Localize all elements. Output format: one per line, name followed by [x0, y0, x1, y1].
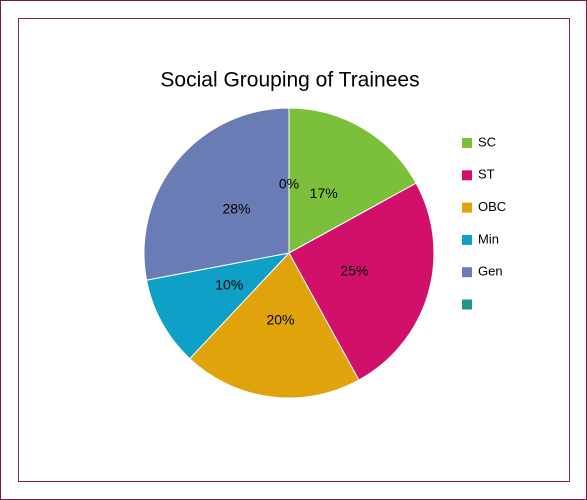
legend-swatch [462, 267, 472, 278]
legend-label: SC [478, 134, 496, 149]
legend-swatch [462, 299, 472, 310]
pie-slice [288, 107, 417, 254]
pie-slice [189, 252, 360, 399]
data-label: 20% [266, 311, 294, 327]
legend-swatch [462, 138, 472, 148]
legend-label: Min [478, 231, 499, 246]
data-label: 10% [215, 277, 243, 293]
chart-title: Social Grouping of Trainees [160, 69, 419, 92]
legend-label: ST [478, 167, 495, 182]
data-label: 28% [222, 200, 250, 216]
legend-swatch [462, 234, 472, 245]
legend-swatch [462, 170, 472, 181]
legend-label: OBC [478, 199, 506, 214]
data-label: 0% [279, 176, 299, 192]
pie-slice [143, 107, 290, 281]
legend-label: Gen [478, 264, 503, 279]
pie-slice [288, 182, 435, 381]
pie-slice [145, 252, 291, 360]
legend-swatch [462, 202, 472, 213]
data-label: 17% [310, 185, 338, 201]
data-label: 25% [340, 263, 368, 279]
